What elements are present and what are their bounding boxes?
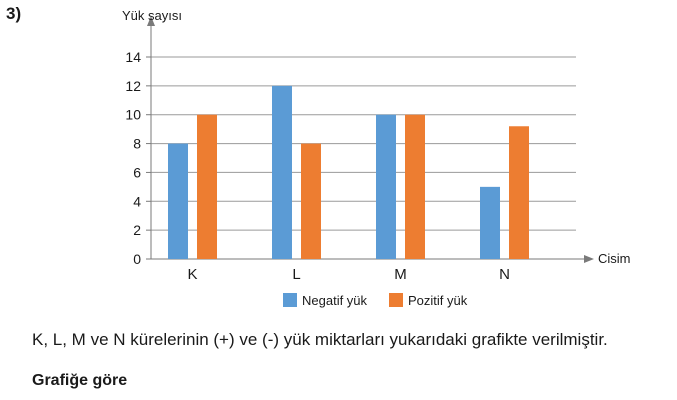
question-number: 3) [6,4,22,23]
y-tick-label: 4 [133,193,141,209]
description-text: K, L, M ve N kürelerinin (+) ve (-) yük … [32,330,608,349]
y-tick-label: 8 [133,136,141,152]
y-tick-label: 0 [133,251,141,267]
bar-pozitif-N [509,126,529,259]
bar-negatif-K [168,143,188,259]
x-category-label: N [499,266,510,283]
x-category-label: L [292,266,300,283]
x-category-label: M [394,266,407,283]
legend-label: Pozitif yük [408,293,468,308]
bar-chart: 0 2 4 6 8 10 12 14 Yük sayısı Cisim K L M N Negatif yü… [122,8,631,308]
y-tick-label: 10 [125,107,141,123]
bar-negatif-N [480,186,500,259]
legend-swatch [389,293,403,307]
bar-negatif-L [272,85,292,259]
y-tick-label: 12 [125,78,141,94]
bar-negatif-M [376,114,396,259]
y-tick-label: 2 [133,222,141,238]
bar-pozitif-M [405,114,425,259]
x-axis-title: Cisim [598,251,631,266]
y-tick-label: 6 [133,164,141,180]
x-category-label: K [187,266,197,283]
y-axis-title: Yük sayısı [122,8,182,23]
x-axis-arrow [584,255,594,263]
bar-pozitif-L [301,143,321,259]
subheading: Grafiğe göre [32,372,128,389]
legend-label: Negatif yük [302,293,368,308]
y-axis-arrow [147,16,155,26]
bar-pozitif-K [197,114,217,259]
y-tick-label: 14 [125,49,141,65]
legend-swatch [283,293,297,307]
